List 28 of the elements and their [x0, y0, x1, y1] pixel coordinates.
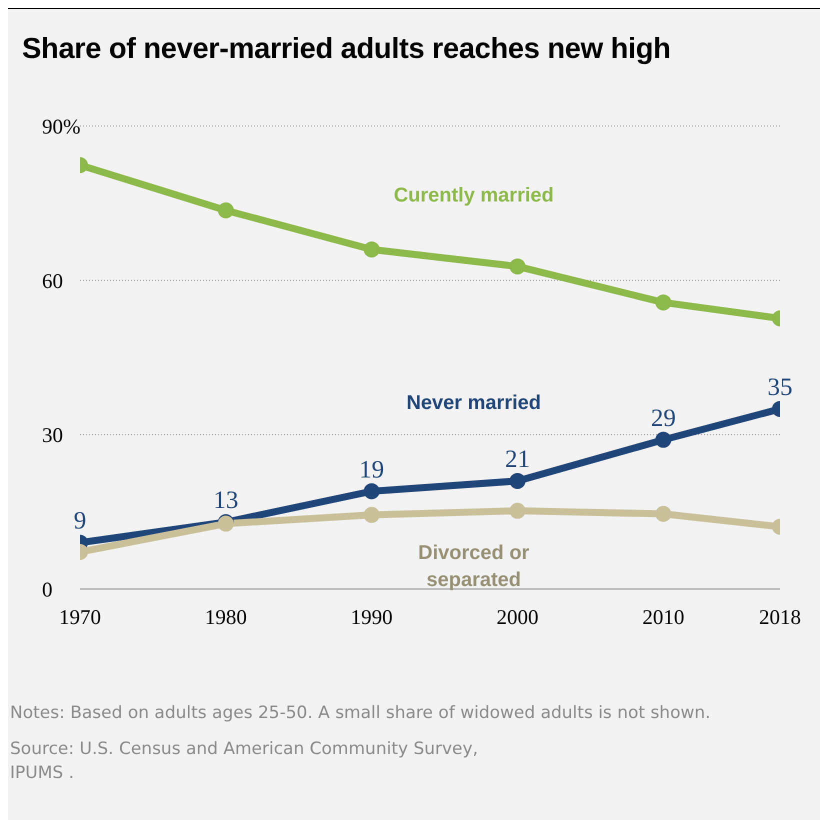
x-tick-label: 2000 [496, 604, 538, 629]
chart-title: Share of never-married adults reaches new high [22, 33, 671, 66]
point [510, 258, 526, 274]
text: Notes: Based on adults ages 25-50. A small share of widowed adults is not shown. [10, 702, 712, 725]
point [364, 483, 380, 500]
data-label: 35 [768, 374, 792, 401]
y-tick-label: 0 [42, 577, 52, 602]
source-note: Source: U.S. Census and American Community Survey, IPUMS . [10, 738, 479, 785]
x-tick-label: 1980 [204, 604, 247, 629]
data-label: 13 [213, 487, 238, 514]
y-tick-label: 60 [42, 268, 63, 293]
data-label: 9 [74, 508, 86, 535]
data-label: 29 [650, 404, 676, 432]
x-tick-label: 1990 [350, 604, 393, 629]
point [510, 502, 526, 519]
x-tick-label: 1970 [59, 604, 101, 629]
point [364, 506, 380, 523]
x-tick-label: 2018 [759, 604, 801, 629]
y-tick-label: 90% [42, 114, 80, 138]
data-label: 21 [505, 446, 530, 473]
series-label: Divorced or separated [418, 542, 530, 592]
text: Curently married [394, 184, 554, 206]
x-tick-label: 2010 [642, 604, 684, 629]
text: Never married [406, 392, 542, 414]
y-tick-label: 30 [42, 423, 63, 448]
data-label: 19 [359, 456, 384, 484]
point [510, 472, 526, 489]
point [364, 241, 380, 258]
